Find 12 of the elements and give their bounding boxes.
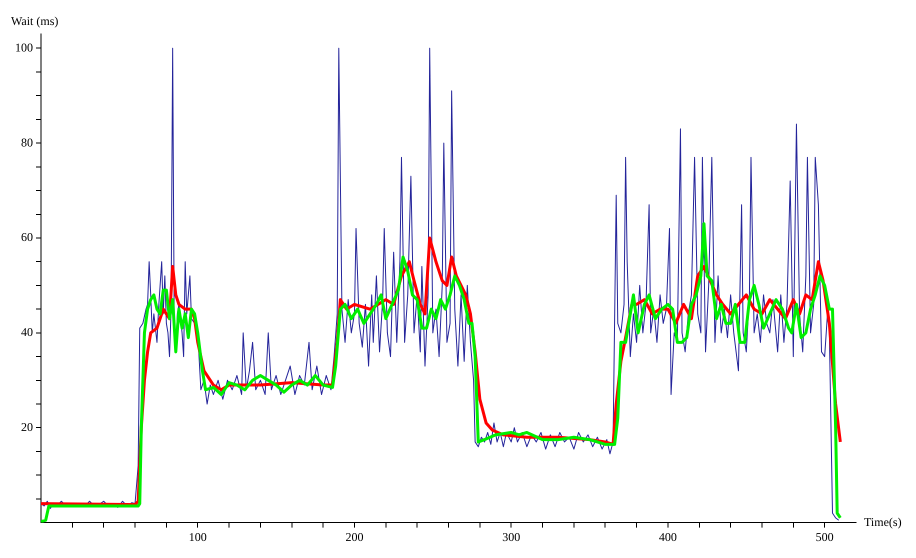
x-tick-label: 200 — [345, 530, 364, 544]
x-axis-title: Time(s) — [864, 514, 902, 529]
x-tick-label: 500 — [816, 530, 834, 544]
x-tick-label: 400 — [658, 530, 677, 544]
y-axis-title: Wait (ms) — [11, 14, 58, 28]
y-tick-label: 20 — [21, 420, 33, 434]
x-tick-label: 100 — [188, 530, 207, 544]
y-tick-label: 60 — [21, 230, 33, 244]
x-tick-label: 300 — [502, 530, 520, 544]
y-tick-label: 100 — [15, 40, 33, 54]
y-tick-label: 40 — [21, 325, 33, 340]
y-tick-label: 80 — [21, 135, 33, 150]
